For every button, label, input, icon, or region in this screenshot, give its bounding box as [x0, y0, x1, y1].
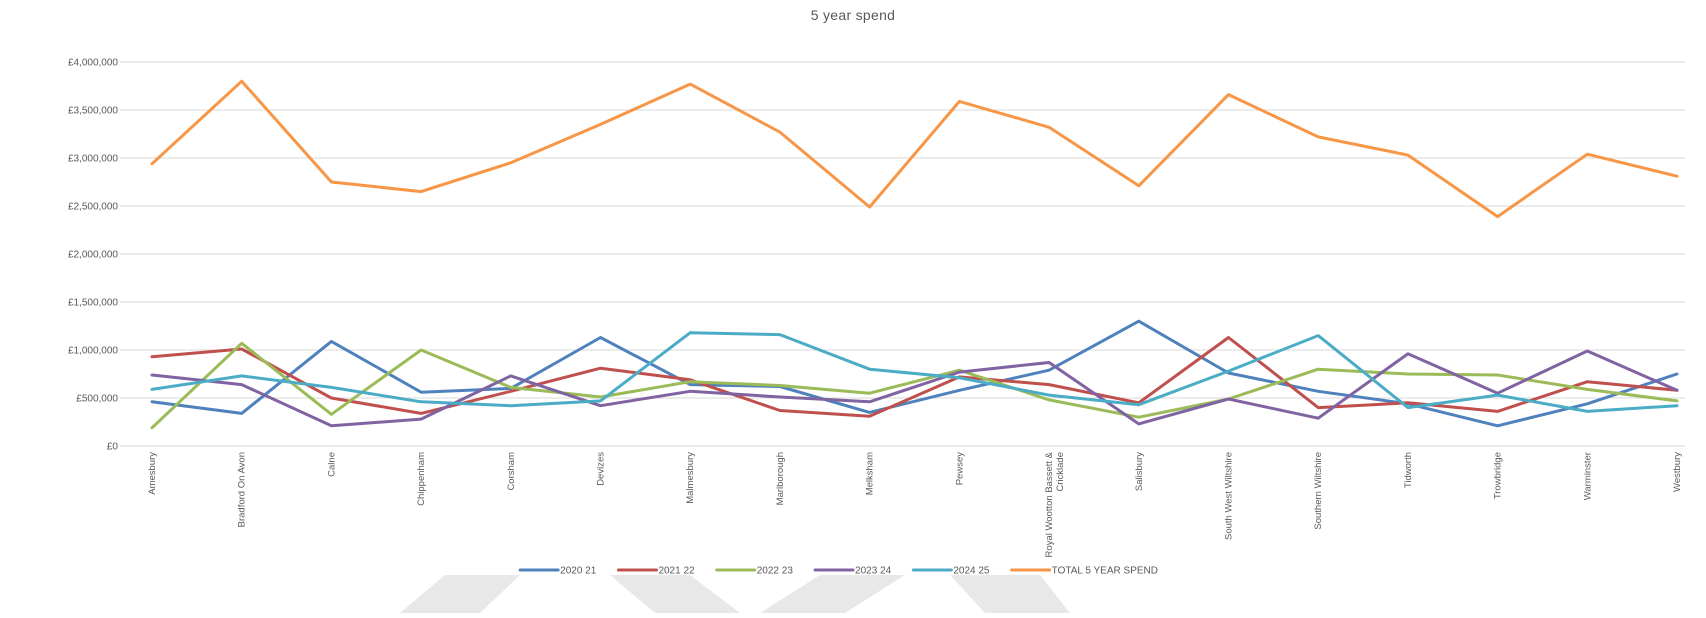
x-tick-label-line: South West Wiltshire: [1223, 452, 1234, 540]
legend-item: 2020 21: [520, 566, 597, 577]
legend-label: 2022 23: [757, 566, 794, 577]
x-tick-label: Corsham: [506, 452, 517, 491]
x-tick-label-line: Bradford On Avon: [237, 452, 248, 527]
legend-label: 2021 22: [658, 566, 695, 577]
y-tick-label: £3,500,000: [68, 106, 118, 117]
legend-item: 2024 25: [913, 566, 990, 577]
y-tick-label: £3,000,000: [68, 154, 118, 165]
x-tick-label-line: Pewsey: [954, 452, 965, 486]
x-tick-label: Amesbury: [147, 452, 158, 495]
x-tick-label-line: Salisbury: [1134, 452, 1145, 491]
legend-item: TOTAL 5 YEAR SPEND: [1012, 566, 1158, 577]
x-tick-label-line: Devizes: [596, 452, 607, 486]
watermark-shape-mid: [610, 575, 740, 613]
watermark-shape-chevron: [760, 575, 905, 613]
x-tick-label: Bradford On Avon: [237, 452, 248, 527]
x-tick-label: Chippenham: [416, 452, 427, 506]
x-tick-label: Trowbridge: [1493, 452, 1504, 499]
legend-label: 2024 25: [953, 566, 990, 577]
x-tick-label-line: Trowbridge: [1493, 452, 1504, 499]
x-tick-label-line: Royal Wootton Bassett &: [1044, 451, 1055, 557]
series-2021-22: [152, 337, 1677, 416]
legend-item: 2022 23: [717, 566, 794, 577]
x-tick-label: Pewsey: [954, 452, 965, 486]
x-tick-label: Marlborough: [775, 452, 786, 505]
legend-label: 2020 21: [560, 566, 597, 577]
legend-item: 2023 24: [815, 566, 892, 577]
y-tick-label: £1,000,000: [68, 346, 118, 357]
x-tick-label-line: Malmesbury: [685, 452, 696, 504]
watermark-shape-left: [400, 575, 520, 613]
y-tick-label: £2,500,000: [68, 202, 118, 213]
legend-item: 2021 22: [618, 566, 695, 577]
watermark-shapes: [400, 575, 1070, 613]
legend: 2020 21 2021 22 2022 23 2023 24 2024 25 TOTAL…: [520, 566, 1158, 577]
chart-title: 5 year spend: [811, 7, 896, 23]
y-axis-tick-labels: £0 £500,000 £1,000,000 £1,500,000 £2,000,000…: [68, 58, 118, 453]
x-tick-label-line: Corsham: [506, 452, 517, 491]
y-tick-label: £2,000,000: [68, 250, 118, 261]
x-tick-label: Melksham: [865, 452, 876, 495]
x-tick-label-line: Amesbury: [147, 452, 158, 495]
x-tick-label-line: Calne: [326, 452, 337, 477]
x-tick-label-line: Warminster: [1582, 452, 1593, 500]
x-tick-label: Warminster: [1582, 452, 1593, 500]
x-tick-label-line: Chippenham: [416, 452, 427, 506]
x-tick-label: Calne: [326, 452, 337, 477]
legend-label: TOTAL 5 YEAR SPEND: [1052, 566, 1158, 577]
legend-label: 2023 24: [855, 566, 892, 577]
x-tick-label: Salisbury: [1134, 452, 1145, 491]
y-tick-label: £0: [107, 442, 119, 453]
x-tick-label: Malmesbury: [685, 452, 696, 504]
x-tick-label: Devizes: [596, 452, 607, 486]
y-tick-label: £4,000,000: [68, 58, 118, 69]
x-tick-label-line: Westbury: [1672, 452, 1683, 492]
x-axis-tick-labels: Amesbury Bradford On Avon Calne Chippenham C…: [147, 451, 1683, 557]
x-tick-label-line: Southern Wiltshire: [1313, 452, 1324, 530]
series-line: [152, 81, 1677, 216]
y-tick-label: £500,000: [76, 394, 118, 405]
x-tick-label: South West Wiltshire: [1223, 452, 1234, 540]
x-tick-label-line: Tidworth: [1403, 452, 1414, 488]
y-tick-label: £1,500,000: [68, 298, 118, 309]
x-tick-label-line: Marlborough: [775, 452, 786, 505]
x-tick-label-line: Melksham: [865, 452, 876, 495]
series-total-5-year-spend: [152, 81, 1677, 217]
x-tick-label-line: Cricklade: [1055, 452, 1066, 492]
x-tick-label: Royal Wootton Bassett &Cricklade: [1044, 451, 1066, 557]
gridlines: [120, 62, 1685, 446]
x-tick-label: Westbury: [1672, 452, 1683, 492]
x-tick-label: Southern Wiltshire: [1313, 452, 1324, 530]
x-tick-label: Tidworth: [1403, 452, 1414, 488]
watermark-shape-right: [950, 575, 1070, 613]
series-line: [152, 338, 1677, 417]
